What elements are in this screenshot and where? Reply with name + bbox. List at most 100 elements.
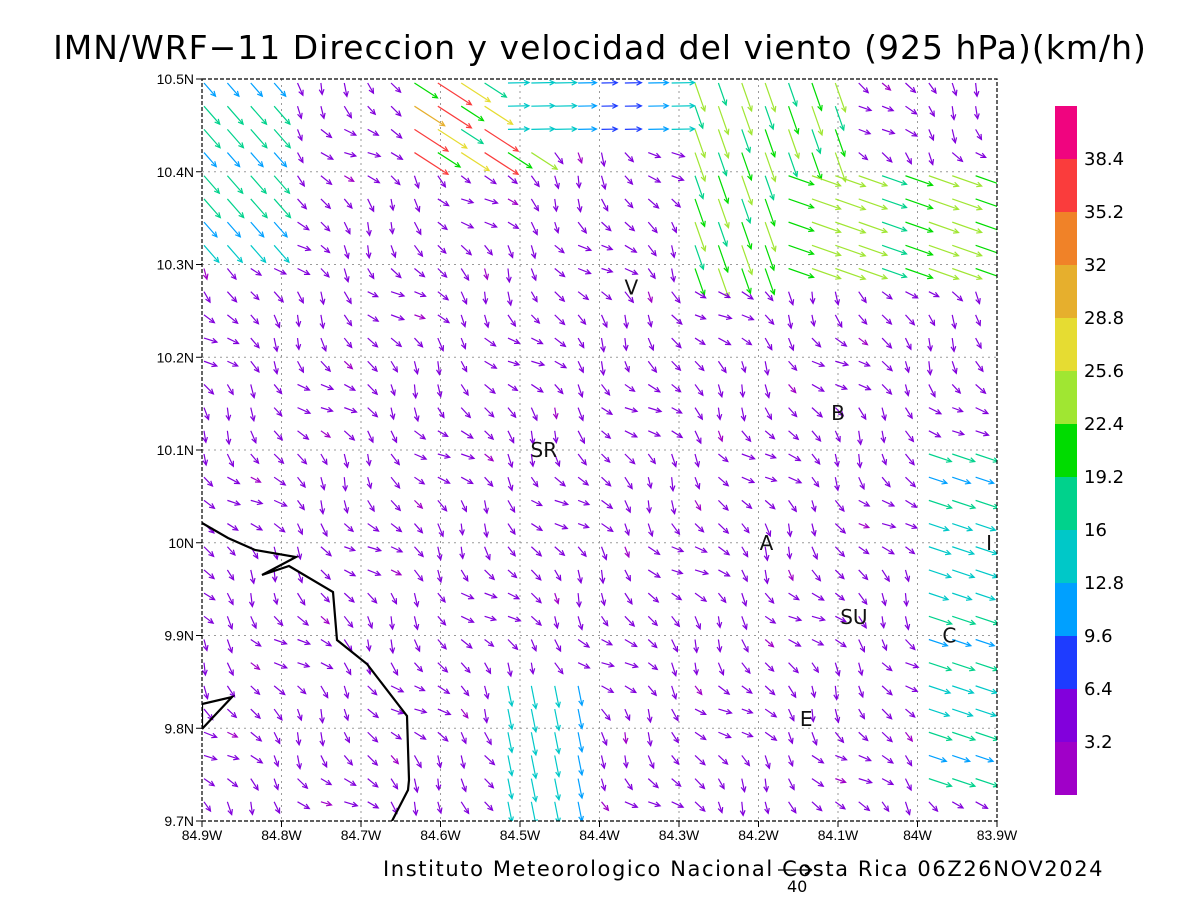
wind-arrowhead — [991, 688, 997, 695]
wind-arrow — [999, 570, 1021, 577]
colorbar-label: 6.4 — [1084, 679, 1113, 700]
wind-arrow — [811, 430, 821, 442]
wind-arrow — [320, 106, 325, 119]
wind-arrowhead — [346, 319, 353, 327]
wind-arrowhead — [533, 317, 541, 325]
wind-arrow — [834, 639, 847, 648]
wind-arrow — [811, 615, 825, 621]
wind-arrowhead — [769, 264, 776, 272]
wind-arrowhead — [490, 340, 497, 347]
wind-arrow — [811, 244, 841, 256]
wind-arrowhead — [747, 315, 755, 321]
wind-arrowhead — [483, 531, 489, 539]
wind-arrowhead — [859, 832, 863, 837]
wind-arrow — [367, 384, 378, 395]
wind-arrowhead — [208, 317, 216, 324]
wind-arrow — [718, 476, 729, 487]
wind-arrowhead — [277, 619, 284, 627]
wind-arrow — [834, 152, 847, 182]
wind-arrow — [227, 314, 239, 324]
wind-arrowhead — [273, 345, 279, 353]
wind-arrowhead — [417, 550, 425, 558]
wind-arrow — [928, 361, 931, 375]
wind-arrow — [577, 384, 583, 397]
wind-arrowhead — [442, 431, 449, 438]
wind-arrow — [858, 615, 867, 629]
wind-arrowhead — [281, 639, 288, 646]
wind-arrow — [250, 476, 261, 483]
wind-arrow — [226, 384, 234, 395]
wind-arrowhead — [280, 90, 287, 98]
wind-arrow — [647, 732, 652, 746]
wind-arrow — [951, 361, 957, 374]
wind-arrow — [694, 245, 704, 270]
wind-arrow — [507, 221, 519, 229]
wind-arrowhead — [863, 548, 870, 555]
wind-arrowhead — [670, 251, 677, 259]
wind-arrow — [811, 778, 824, 787]
wind-arrow — [343, 731, 350, 743]
wind-arrow — [811, 685, 816, 698]
wind-arrow — [881, 430, 885, 443]
wind-arrow — [741, 337, 752, 346]
wind-arrow — [437, 615, 446, 626]
wind-arrow — [507, 546, 516, 557]
wind-arrow — [952, 453, 975, 463]
wind-arrow — [999, 640, 1018, 646]
wind-arrow — [530, 708, 537, 732]
wind-arrow — [437, 755, 442, 768]
wind-arrowhead — [769, 689, 776, 696]
wind-arrowhead — [343, 507, 350, 515]
wind-arrowhead — [248, 601, 255, 608]
wind-arrow — [928, 221, 959, 234]
wind-arrowhead — [326, 826, 331, 830]
wind-arrow — [834, 291, 839, 305]
wind-arrow — [647, 615, 658, 626]
wind-arrowhead — [441, 271, 448, 278]
wind-arrow — [952, 267, 982, 280]
wind-arrowhead — [794, 641, 802, 647]
wind-arrowhead — [611, 126, 619, 133]
wind-arrowhead — [901, 179, 908, 186]
wind-arrowhead — [233, 478, 241, 485]
wind-arrowhead — [324, 573, 332, 581]
wind-arrowhead — [343, 692, 350, 700]
wind-arrowhead — [533, 205, 540, 212]
wind-arrowhead — [766, 413, 773, 421]
wind-arrow — [647, 244, 657, 256]
wind-arrow — [881, 476, 891, 487]
wind-arrowhead — [507, 670, 513, 678]
wind-arrow — [601, 523, 614, 532]
wind-arrow — [718, 337, 731, 346]
wind-arrowhead — [662, 79, 670, 86]
wind-arrow — [320, 128, 332, 138]
wind-arrow — [226, 82, 240, 97]
wind-arrowhead — [625, 575, 631, 582]
wind-arrow — [694, 175, 704, 199]
wind-arrowhead — [723, 197, 730, 205]
wind-arrowhead — [982, 408, 990, 415]
wind-arrow — [647, 755, 655, 769]
wind-arrowhead — [646, 507, 652, 514]
wind-arrow — [507, 430, 515, 443]
wind-arrow — [320, 500, 324, 514]
wind-arrowhead — [477, 115, 485, 122]
wind-arrowhead — [508, 770, 514, 777]
wind-arrowhead — [976, 251, 983, 257]
wind-arrowhead — [930, 87, 937, 95]
wind-arrowhead — [1005, 317, 1010, 322]
wind-arrowhead — [606, 640, 614, 646]
wind-arrowhead — [508, 793, 514, 801]
wind-arrow — [250, 82, 263, 97]
wind-arrowhead — [969, 781, 977, 788]
wind-arrow — [811, 383, 825, 392]
wind-arrowhead — [507, 119, 514, 126]
wind-arrow — [273, 662, 287, 669]
wind-arrowhead — [552, 412, 559, 420]
wind-arrow — [203, 453, 207, 466]
wind-arrowhead — [417, 250, 424, 258]
wind-arrow — [250, 407, 255, 421]
wind-arrow — [881, 267, 907, 278]
wind-arrowhead — [673, 714, 679, 722]
wind-arrow — [437, 314, 450, 324]
